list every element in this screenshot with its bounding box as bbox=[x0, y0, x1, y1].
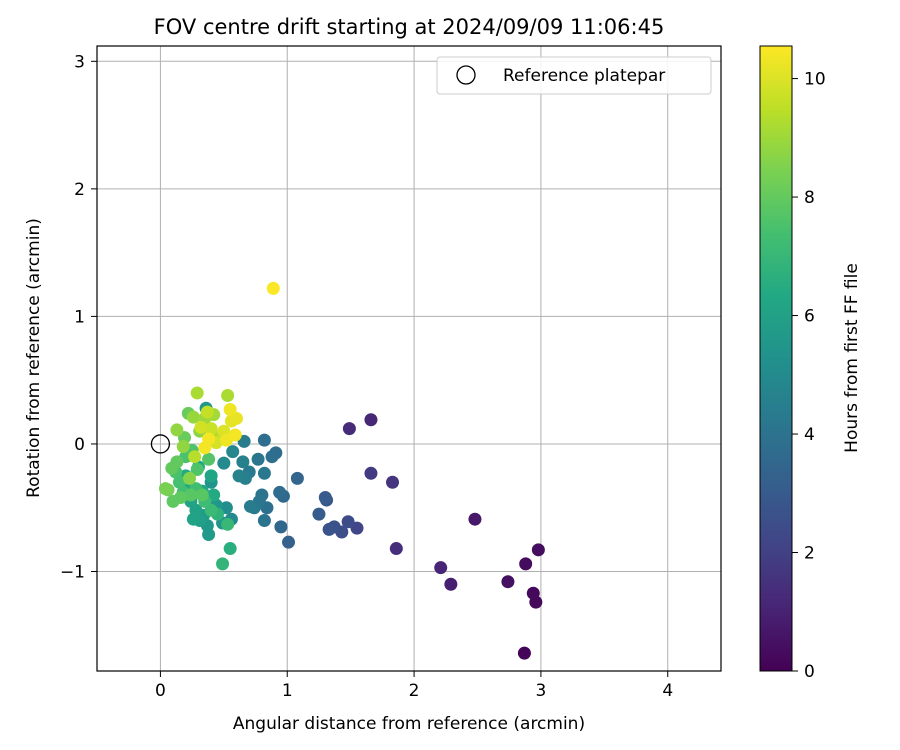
scatter-point bbox=[204, 469, 218, 483]
scatter-point bbox=[183, 471, 197, 485]
x-tick-label: 4 bbox=[662, 681, 673, 701]
scatter-point bbox=[529, 595, 543, 609]
scatter-point bbox=[265, 450, 279, 464]
scatter-point bbox=[170, 455, 184, 469]
scatter-point bbox=[386, 475, 400, 489]
y-axis-ticks: −1 0 1 2 3 bbox=[60, 52, 97, 583]
legend-box bbox=[436, 56, 712, 95]
scatter-point bbox=[318, 491, 332, 505]
scatter-point bbox=[257, 513, 271, 527]
colorbar-tick-label: 4 bbox=[804, 425, 815, 445]
colorbar-ticks: 0 2 4 6 8 10 bbox=[792, 70, 826, 682]
scatter-point bbox=[290, 471, 304, 485]
y-tick-label: 1 bbox=[74, 307, 85, 327]
x-tick-label: 0 bbox=[155, 681, 166, 701]
scatter-point bbox=[216, 557, 230, 571]
y-tick-label: 3 bbox=[74, 52, 85, 72]
scatter-point bbox=[364, 466, 378, 480]
scatter-point bbox=[204, 422, 218, 436]
grid bbox=[97, 46, 721, 671]
y-tick-label: 0 bbox=[74, 435, 85, 455]
scatter-point bbox=[217, 456, 231, 470]
colorbar-tick-label: 6 bbox=[804, 307, 815, 327]
x-tick-label: 1 bbox=[282, 681, 293, 701]
x-tick-label: 3 bbox=[535, 681, 546, 701]
scatter-point bbox=[221, 388, 235, 402]
colorbar-label: Hours from first FF file bbox=[842, 263, 862, 453]
legend-open-circle-icon bbox=[456, 65, 476, 85]
scatter-point bbox=[257, 466, 271, 480]
y-tick-label: 2 bbox=[74, 180, 85, 200]
y-tick-label: −1 bbox=[60, 563, 85, 583]
scatter-point bbox=[190, 386, 204, 400]
data-points bbox=[150, 281, 545, 660]
scatter-point bbox=[468, 512, 482, 526]
scatter-point bbox=[170, 423, 184, 437]
colorbar bbox=[759, 45, 793, 672]
scatter-point bbox=[322, 522, 336, 536]
scatter-point bbox=[236, 455, 250, 469]
scatter-point bbox=[232, 469, 246, 483]
scatter-point bbox=[312, 507, 326, 521]
scatter-point bbox=[172, 475, 186, 489]
scatter-point bbox=[221, 517, 235, 531]
scatter-point bbox=[184, 488, 198, 502]
scatter-point bbox=[228, 428, 242, 442]
scatter-point bbox=[444, 577, 458, 591]
scatter-point bbox=[194, 420, 208, 434]
scatter-point bbox=[223, 403, 237, 417]
scatter-point bbox=[282, 535, 296, 549]
colorbar-tick-label: 0 bbox=[804, 662, 815, 682]
colorbar-tick-label: 2 bbox=[804, 544, 815, 564]
scatter-point bbox=[501, 575, 515, 589]
scatter-point bbox=[434, 561, 448, 575]
x-axis-ticks: 0 1 2 3 4 bbox=[155, 671, 673, 701]
scatter-point bbox=[198, 441, 212, 455]
y-axis-label: Rotation from reference (arcmin) bbox=[24, 218, 44, 498]
scatter-point bbox=[195, 488, 209, 502]
scatter-point bbox=[200, 405, 214, 419]
colorbar-tick-label: 10 bbox=[804, 70, 826, 90]
scatter-point bbox=[202, 452, 216, 466]
scatter-point bbox=[176, 440, 190, 454]
scatter-point bbox=[251, 452, 265, 466]
plot-frame bbox=[96, 45, 722, 672]
scatter-point bbox=[223, 542, 237, 556]
colorbar-tick-label: 8 bbox=[804, 188, 815, 208]
scatter-point bbox=[158, 482, 172, 496]
scatter-point bbox=[341, 515, 355, 529]
scatter-point bbox=[364, 413, 378, 427]
scatter-point bbox=[342, 422, 356, 436]
reference-platepar-marker bbox=[150, 434, 171, 454]
legend-entry-reference-platepar: Reference platepar bbox=[503, 66, 665, 86]
scatter-point bbox=[273, 485, 287, 499]
scatter-point bbox=[531, 543, 545, 557]
x-tick-label: 2 bbox=[409, 681, 420, 701]
x-axis-label: Angular distance from reference (arcmin) bbox=[233, 714, 585, 734]
chart-title: FOV centre drift starting at 2024/09/09 … bbox=[154, 15, 665, 39]
scatter-point bbox=[226, 445, 240, 459]
scatter-point bbox=[190, 462, 204, 476]
scatter-point bbox=[266, 281, 280, 295]
scatter-point bbox=[517, 646, 531, 660]
scatter-point bbox=[389, 542, 403, 556]
legend: Reference platepar bbox=[436, 56, 712, 95]
scatter-point bbox=[188, 450, 202, 464]
scatter-point bbox=[186, 410, 200, 424]
scatter-point bbox=[257, 433, 271, 447]
scatter-point bbox=[243, 499, 257, 513]
scatter-point bbox=[519, 557, 533, 571]
scatter-point bbox=[274, 520, 288, 534]
scatter-point bbox=[186, 512, 200, 526]
scatter-point bbox=[166, 494, 180, 508]
